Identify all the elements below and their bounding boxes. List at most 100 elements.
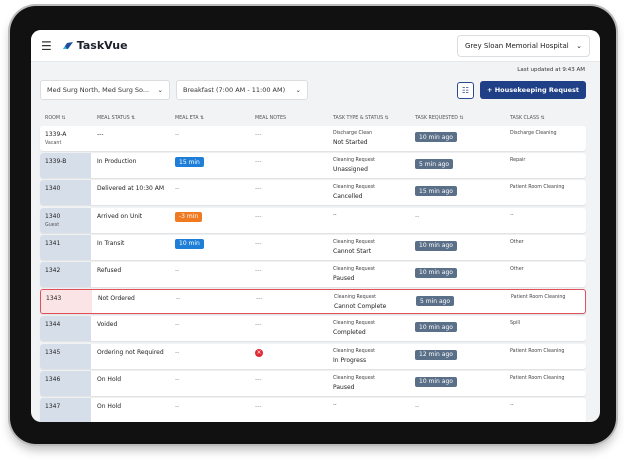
table-body: 1339-A Vacant --- -- --- Discharge Clean N… [40, 126, 586, 422]
meal-notes: --- [255, 321, 262, 329]
meal-value: Breakfast (7:00 AM - 11:00 AM) [183, 86, 286, 94]
room-cell [41, 290, 92, 314]
app-screen: ☰ TaskVue Grey Sloan Memorial Hospital ⌄… [31, 30, 600, 422]
hospital-select[interactable]: Grey Sloan Memorial Hospital ⌄ [457, 34, 590, 57]
task-requested-badge: 10 min ago [415, 376, 457, 387]
table-row[interactable]: 1343 Not Ordered -- --- Cleaning Request… [40, 289, 586, 315]
room-number: 1340 [45, 212, 61, 220]
meal-status: Delivered at 10:30 AM [97, 185, 165, 193]
table-row[interactable]: 1339-B In Production 15 min --- Cleaning… [40, 153, 586, 179]
meal-eta: -- [175, 348, 180, 356]
room-cell [40, 370, 91, 396]
column-header-meal-notes: MEAL NOTES [255, 116, 287, 121]
table-row[interactable]: 1340 Delivered at 10:30 AM -- --- Cleani… [40, 180, 586, 206]
task-requested-badge: 5 min ago [415, 159, 454, 170]
meal-eta: -- [175, 185, 180, 193]
meal-status: Voided [97, 321, 118, 329]
meal-status: Ordering not Required [97, 348, 164, 356]
hospital-name: Grey Sloan Memorial Hospital [465, 41, 569, 50]
room-cell [40, 316, 91, 342]
meal-eta: -- [175, 375, 180, 383]
room-number: 1339-A [45, 131, 67, 138]
table-row[interactable]: 1342 Refused -- --- Cleaning Request Paus… [40, 261, 586, 287]
task-type: -- [333, 212, 337, 218]
task-type: Cleaning Request [333, 239, 376, 245]
task-status: In Progress [333, 356, 367, 364]
task-class: Patient Room Cleaning [510, 375, 565, 381]
unit-select[interactable]: Med Surg North, Med Surg So... ⌄ [40, 80, 170, 100]
meal-status: In Production [97, 158, 137, 166]
room-occupancy: Guest [45, 222, 60, 228]
column-header-task-requested[interactable]: TASK REQUESTED ⇅ [415, 116, 464, 121]
meal-eta: -- [175, 266, 180, 274]
task-requested-badge: 12 min ago [415, 349, 457, 360]
filter-settings-button[interactable]: ☷ [457, 81, 474, 99]
task-requested-badge: 10 min ago [415, 240, 457, 251]
task-requested: -- [415, 402, 420, 410]
task-requested-badge: 10 min ago [415, 322, 457, 333]
table-row[interactable]: 1346 On Hold -- --- Cleaning Request Paus… [40, 370, 586, 396]
error-icon[interactable]: × [255, 348, 263, 357]
task-status: Not Started [333, 139, 368, 146]
task-status: Completed [333, 329, 366, 337]
taskvue-logo-icon [62, 42, 73, 49]
meal-select[interactable]: Breakfast (7:00 AM - 11:00 AM) ⌄ [176, 80, 308, 100]
last-updated: Last updated at 9:43 AM [517, 67, 585, 73]
column-header-task-class[interactable]: TASK CLASS ⇅ [510, 116, 545, 121]
meal-status: On Hold [97, 375, 122, 383]
meal-status: On Hold [97, 402, 122, 410]
task-class: Patient Room Cleaning [510, 348, 565, 354]
room-number: 1344 [45, 321, 61, 329]
task-type: Cleaning Request [333, 375, 376, 381]
table-row[interactable]: 1341 In Transit 10 min --- Cleaning Requ… [40, 234, 586, 260]
column-header-meal-eta[interactable]: MEAL ETA ⇅ [175, 116, 205, 121]
column-header-meal-status[interactable]: MEAL STATUS ⇅ [97, 116, 136, 121]
table-row[interactable]: 1339-A Vacant --- -- --- Discharge Clean N… [40, 126, 586, 151]
meal-status: Not Ordered [98, 295, 135, 303]
task-class: Other [510, 266, 524, 272]
room-number: 1347 [45, 402, 61, 410]
sliders-icon: ☷ [461, 85, 470, 95]
task-status: Cannot Start [333, 247, 372, 255]
room-cell [40, 397, 91, 422]
meal-notes: --- [255, 375, 262, 383]
meal-status: --- [97, 131, 104, 138]
room-number: 1346 [45, 375, 61, 383]
column-header-task-type-status[interactable]: TASK TYPE & STATUS ⇅ [333, 116, 389, 121]
task-type: Cleaning Request [333, 158, 376, 164]
meal-eta-badge: 10 min [175, 238, 204, 249]
meal-notes: --- [255, 239, 262, 247]
meal-notes: --- [255, 158, 262, 166]
room-number: 1343 [46, 295, 62, 303]
room-number: 1340 [45, 185, 61, 193]
logo: TaskVue [62, 39, 128, 52]
room-cell [40, 343, 91, 369]
room-cell [40, 207, 91, 233]
top-bar: ☰ TaskVue Grey Sloan Memorial Hospital ⌄ [31, 30, 600, 62]
task-class: Discharge Cleaning [510, 131, 557, 136]
hamburger-menu-icon[interactable]: ☰ [41, 38, 52, 53]
column-header-room[interactable]: ROOM ⇅ [45, 116, 66, 121]
table-row[interactable]: 1345 Ordering not Required -- × Cleaning… [40, 343, 586, 369]
meal-status: In Transit [97, 239, 125, 247]
task-type: Cleaning Request [333, 266, 376, 272]
task-requested-badge: 15 min ago [415, 186, 457, 197]
room-number: 1342 [45, 266, 61, 274]
room-cell [40, 153, 91, 179]
table-row[interactable]: 1340 Guest Arrived on Unit -3 min --- -- … [40, 207, 586, 233]
table-row[interactable]: 1347 On Hold -- --- -- -- -- [40, 397, 586, 422]
unit-value: Med Surg North, Med Surg So... [47, 86, 150, 94]
task-status: Cancelled [333, 193, 363, 201]
task-requested-badge: 10 min ago [415, 267, 457, 278]
task-status: Paused [333, 383, 355, 391]
task-class: -- [510, 402, 514, 408]
room-cell [40, 234, 91, 260]
task-type: Cleaning Request [333, 185, 376, 191]
meal-status: Refused [97, 266, 122, 274]
task-requested-badge: 10 min ago [415, 132, 457, 142]
room-cell [40, 126, 91, 151]
meal-notes: --- [255, 212, 262, 220]
filter-bar: Med Surg North, Med Surg So... ⌄ Breakfas… [40, 80, 586, 100]
add-housekeeping-request-button[interactable]: + Housekeeping Request [480, 81, 586, 99]
table-row[interactable]: 1344 Voided -- --- Cleaning Request Compl… [40, 316, 586, 342]
